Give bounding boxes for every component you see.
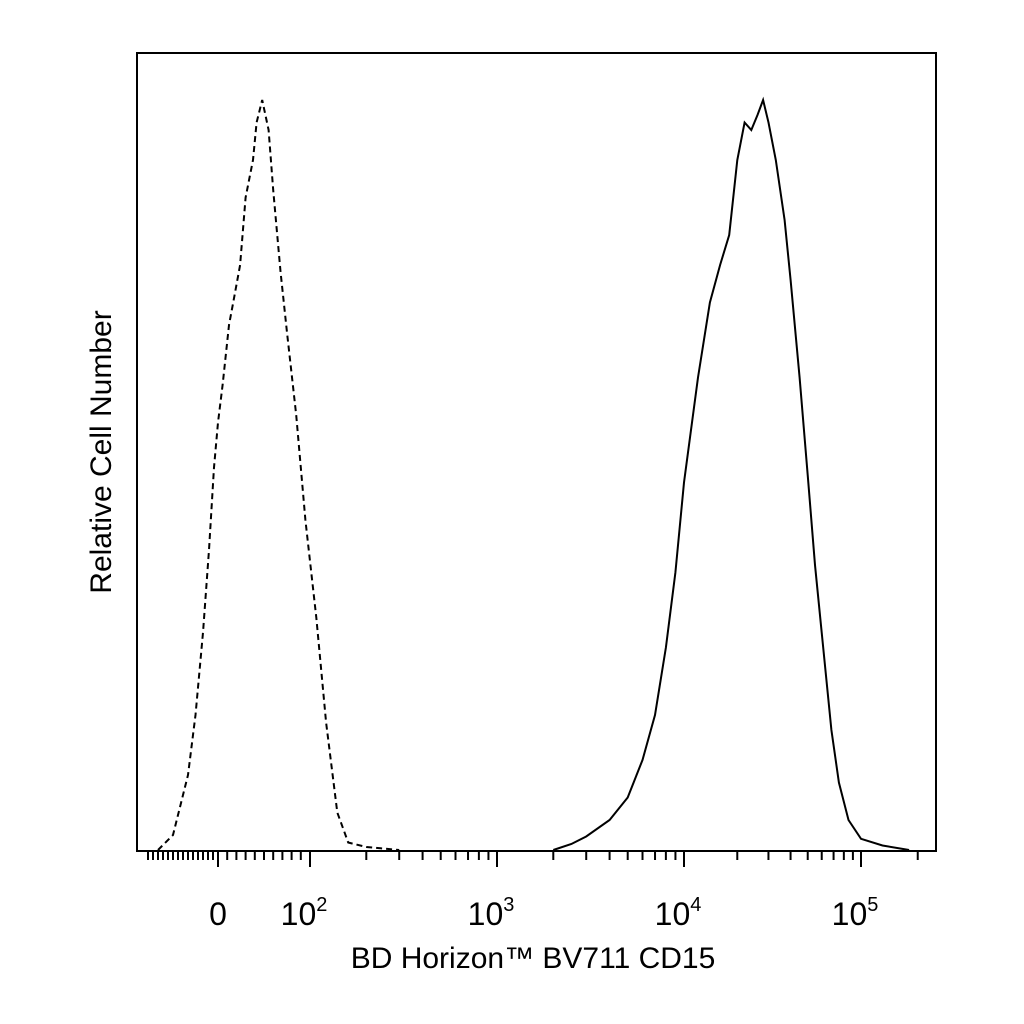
x-axis-ticks (147, 851, 919, 867)
plot-frame (136, 52, 937, 852)
x-tick-label: 0 (209, 896, 227, 932)
series-layer (157, 96, 910, 851)
x-tick-label: 102 (281, 894, 328, 932)
x-tick-label: 105 (832, 894, 879, 932)
x-tick-label: 103 (468, 894, 515, 932)
x-axis-tick-labels: 0 102 103 104 105 (209, 894, 878, 932)
series-line-control (157, 99, 400, 851)
series-line-stained (552, 96, 910, 851)
x-axis-title: BD Horizon™ BV711 CD15 (351, 942, 716, 975)
y-axis-title: Relative Cell Number (85, 310, 118, 593)
x-tick-label: 104 (655, 894, 702, 932)
